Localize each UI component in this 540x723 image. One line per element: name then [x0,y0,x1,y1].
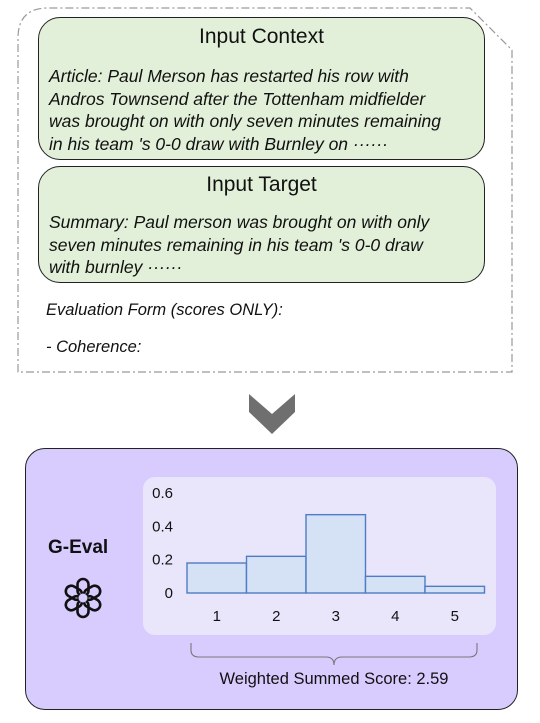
chevron-down-icon [249,394,295,434]
input-target-title: Input Target [206,173,317,196]
input-context-title: Input Context [199,25,324,48]
x-tick-label: 5 [451,608,459,625]
openai-logo-icon [62,577,104,619]
y-tick-label: 0.4 [152,518,173,535]
dashed-frame [17,7,513,373]
weighted-score-label: Weighted Summed Score: 2.59 [219,670,449,688]
input-target-text: Summary: Paul merson was brought on with… [49,212,430,277]
bar-1 [186,562,248,594]
bar-2 [245,555,307,594]
x-tick-label: 4 [391,608,399,625]
bar-5 [424,585,486,594]
y-tick-label: 0.2 [152,552,173,569]
input-context-text: Article: Paul Merson has restarted his r… [49,66,442,154]
score-bracket [190,643,478,666]
x-tick-label: 1 [213,608,221,625]
y-tick-label: 0.6 [152,485,173,502]
bar-4 [364,575,426,594]
input-target-box: Input Target Summary: Paul merson was br… [38,166,485,283]
y-tick-label: 0 [165,585,173,602]
x-tick-label: 2 [272,608,280,625]
evaluation-form-header: Evaluation Form (scores ONLY): [46,301,283,319]
coherence-item: - Coherence: [46,338,142,356]
bar-3 [305,513,367,594]
x-tick-label: 3 [332,608,340,625]
geval-title: G-Eval [48,537,109,558]
input-context-box: Input Context Article: Paul Merson has r… [38,17,485,160]
